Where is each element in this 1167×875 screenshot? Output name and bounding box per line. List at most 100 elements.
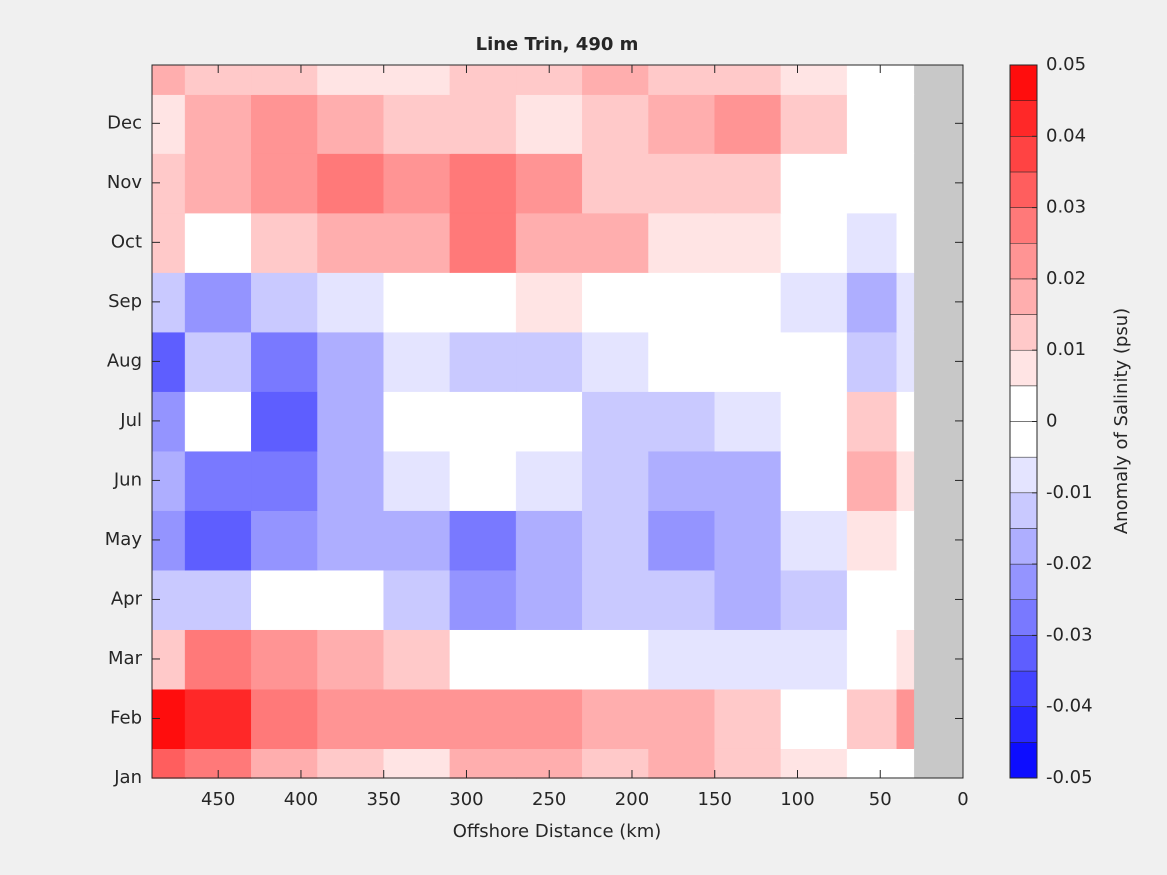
contour-cell	[383, 569, 451, 630]
colorbar-band	[1009, 207, 1038, 244]
contour-cell	[714, 509, 782, 571]
contour-cell	[648, 688, 716, 749]
contour-cell	[383, 747, 451, 779]
colorbar-band	[1009, 635, 1038, 672]
contour-cell	[383, 450, 451, 511]
y-tick-label: Apr	[111, 588, 143, 609]
contour-cell	[648, 390, 716, 452]
x-tick-label: 150	[698, 789, 732, 810]
x-tick-label: 450	[201, 789, 235, 810]
x-tick-label: 250	[532, 789, 566, 810]
contour-cell	[582, 152, 650, 214]
colorbar-tick-label: 0.03	[1046, 197, 1086, 218]
contour-cell	[846, 152, 898, 214]
contour-cell	[648, 331, 716, 392]
contour-cell	[515, 509, 584, 571]
contour-cell	[582, 747, 650, 779]
contour-cell	[714, 93, 782, 154]
contour-cell	[846, 64, 898, 95]
contour-cell	[251, 509, 319, 571]
contour-cell	[846, 628, 898, 690]
colorbar-tick-label: 0.02	[1046, 268, 1086, 289]
contour-cell	[714, 747, 782, 779]
colorbar-tick-label: 0.05	[1046, 54, 1086, 75]
contour-cell	[648, 509, 716, 571]
contour-cell	[780, 628, 848, 690]
contour-cell	[896, 628, 915, 690]
contour-cell	[449, 212, 517, 273]
colorbar-band	[1009, 670, 1038, 707]
contour-cell	[449, 331, 517, 392]
y-tick-label: May	[105, 529, 143, 550]
x-tick-label: 300	[449, 789, 483, 810]
y-tick-label: Nov	[107, 172, 142, 193]
contour-cell	[582, 688, 650, 749]
contour-cell	[714, 212, 782, 273]
contour-cell	[251, 390, 319, 452]
contour-cell	[317, 747, 385, 779]
contour-cell	[184, 688, 253, 749]
contour-cell	[317, 64, 385, 95]
contour-cell	[515, 450, 584, 511]
contour-cell	[383, 628, 451, 690]
contour-cell	[714, 331, 782, 392]
colorbar-tick-label: 0.04	[1046, 125, 1086, 146]
contour-cell	[648, 450, 716, 511]
contour-cell	[714, 569, 782, 630]
contour-cell	[251, 569, 319, 630]
contour-cell	[846, 569, 898, 630]
contour-cell	[184, 628, 253, 690]
contour-cell	[648, 271, 716, 333]
contour-cell	[383, 93, 451, 154]
contour-cell	[151, 747, 186, 779]
contour-cell	[780, 64, 848, 95]
colorbar-tick-label: -0.01	[1046, 482, 1093, 503]
contour-cell	[515, 93, 584, 154]
contour-cell	[251, 271, 319, 333]
contour-cell	[515, 688, 584, 749]
contour-cell	[582, 569, 650, 630]
colorbar-tick-label: -0.05	[1046, 767, 1093, 788]
contour-cell	[896, 93, 915, 154]
contour-cell	[317, 331, 385, 392]
contour-cell	[151, 93, 186, 154]
contour-cell	[449, 152, 517, 214]
y-tick-label: Sep	[108, 291, 142, 312]
contour-cell	[896, 509, 915, 571]
contour-cell	[184, 331, 253, 392]
contour-cell	[515, 152, 584, 214]
colorbar-tick-label: -0.03	[1046, 624, 1093, 645]
contour-cell	[582, 390, 650, 452]
contour-cell	[317, 509, 385, 571]
colorbar-band	[1009, 171, 1038, 208]
contour-cell	[648, 747, 716, 779]
contour-cell	[582, 212, 650, 273]
chart-title: Line Trin, 490 m	[476, 34, 639, 55]
colorbar-band	[1009, 349, 1038, 387]
contour-cell	[515, 212, 584, 273]
contour-cell	[714, 271, 782, 333]
contour-cell	[780, 212, 848, 273]
contour-cell	[449, 509, 517, 571]
contour-cell	[896, 450, 915, 511]
contour-cell	[648, 93, 716, 154]
colorbar-band	[1009, 314, 1038, 351]
colorbar-band	[1009, 706, 1038, 743]
contour-cell	[846, 331, 898, 392]
y-tick-label: Mar	[108, 648, 143, 669]
colorbar-band	[1009, 278, 1038, 315]
contour-cell	[896, 688, 915, 749]
contour-cell	[251, 747, 319, 779]
contour-cell	[449, 569, 517, 630]
contour-cell	[846, 93, 898, 154]
contour-cell	[714, 390, 782, 452]
contour-cell	[648, 569, 716, 630]
contour-cell	[846, 271, 898, 333]
x-axis-label: Offshore Distance (km)	[453, 821, 662, 842]
contour-cell	[896, 390, 915, 452]
y-tick-label: Aug	[107, 350, 142, 371]
contour-cell	[896, 271, 915, 333]
contour-cell	[251, 450, 319, 511]
contour-cell	[846, 212, 898, 273]
